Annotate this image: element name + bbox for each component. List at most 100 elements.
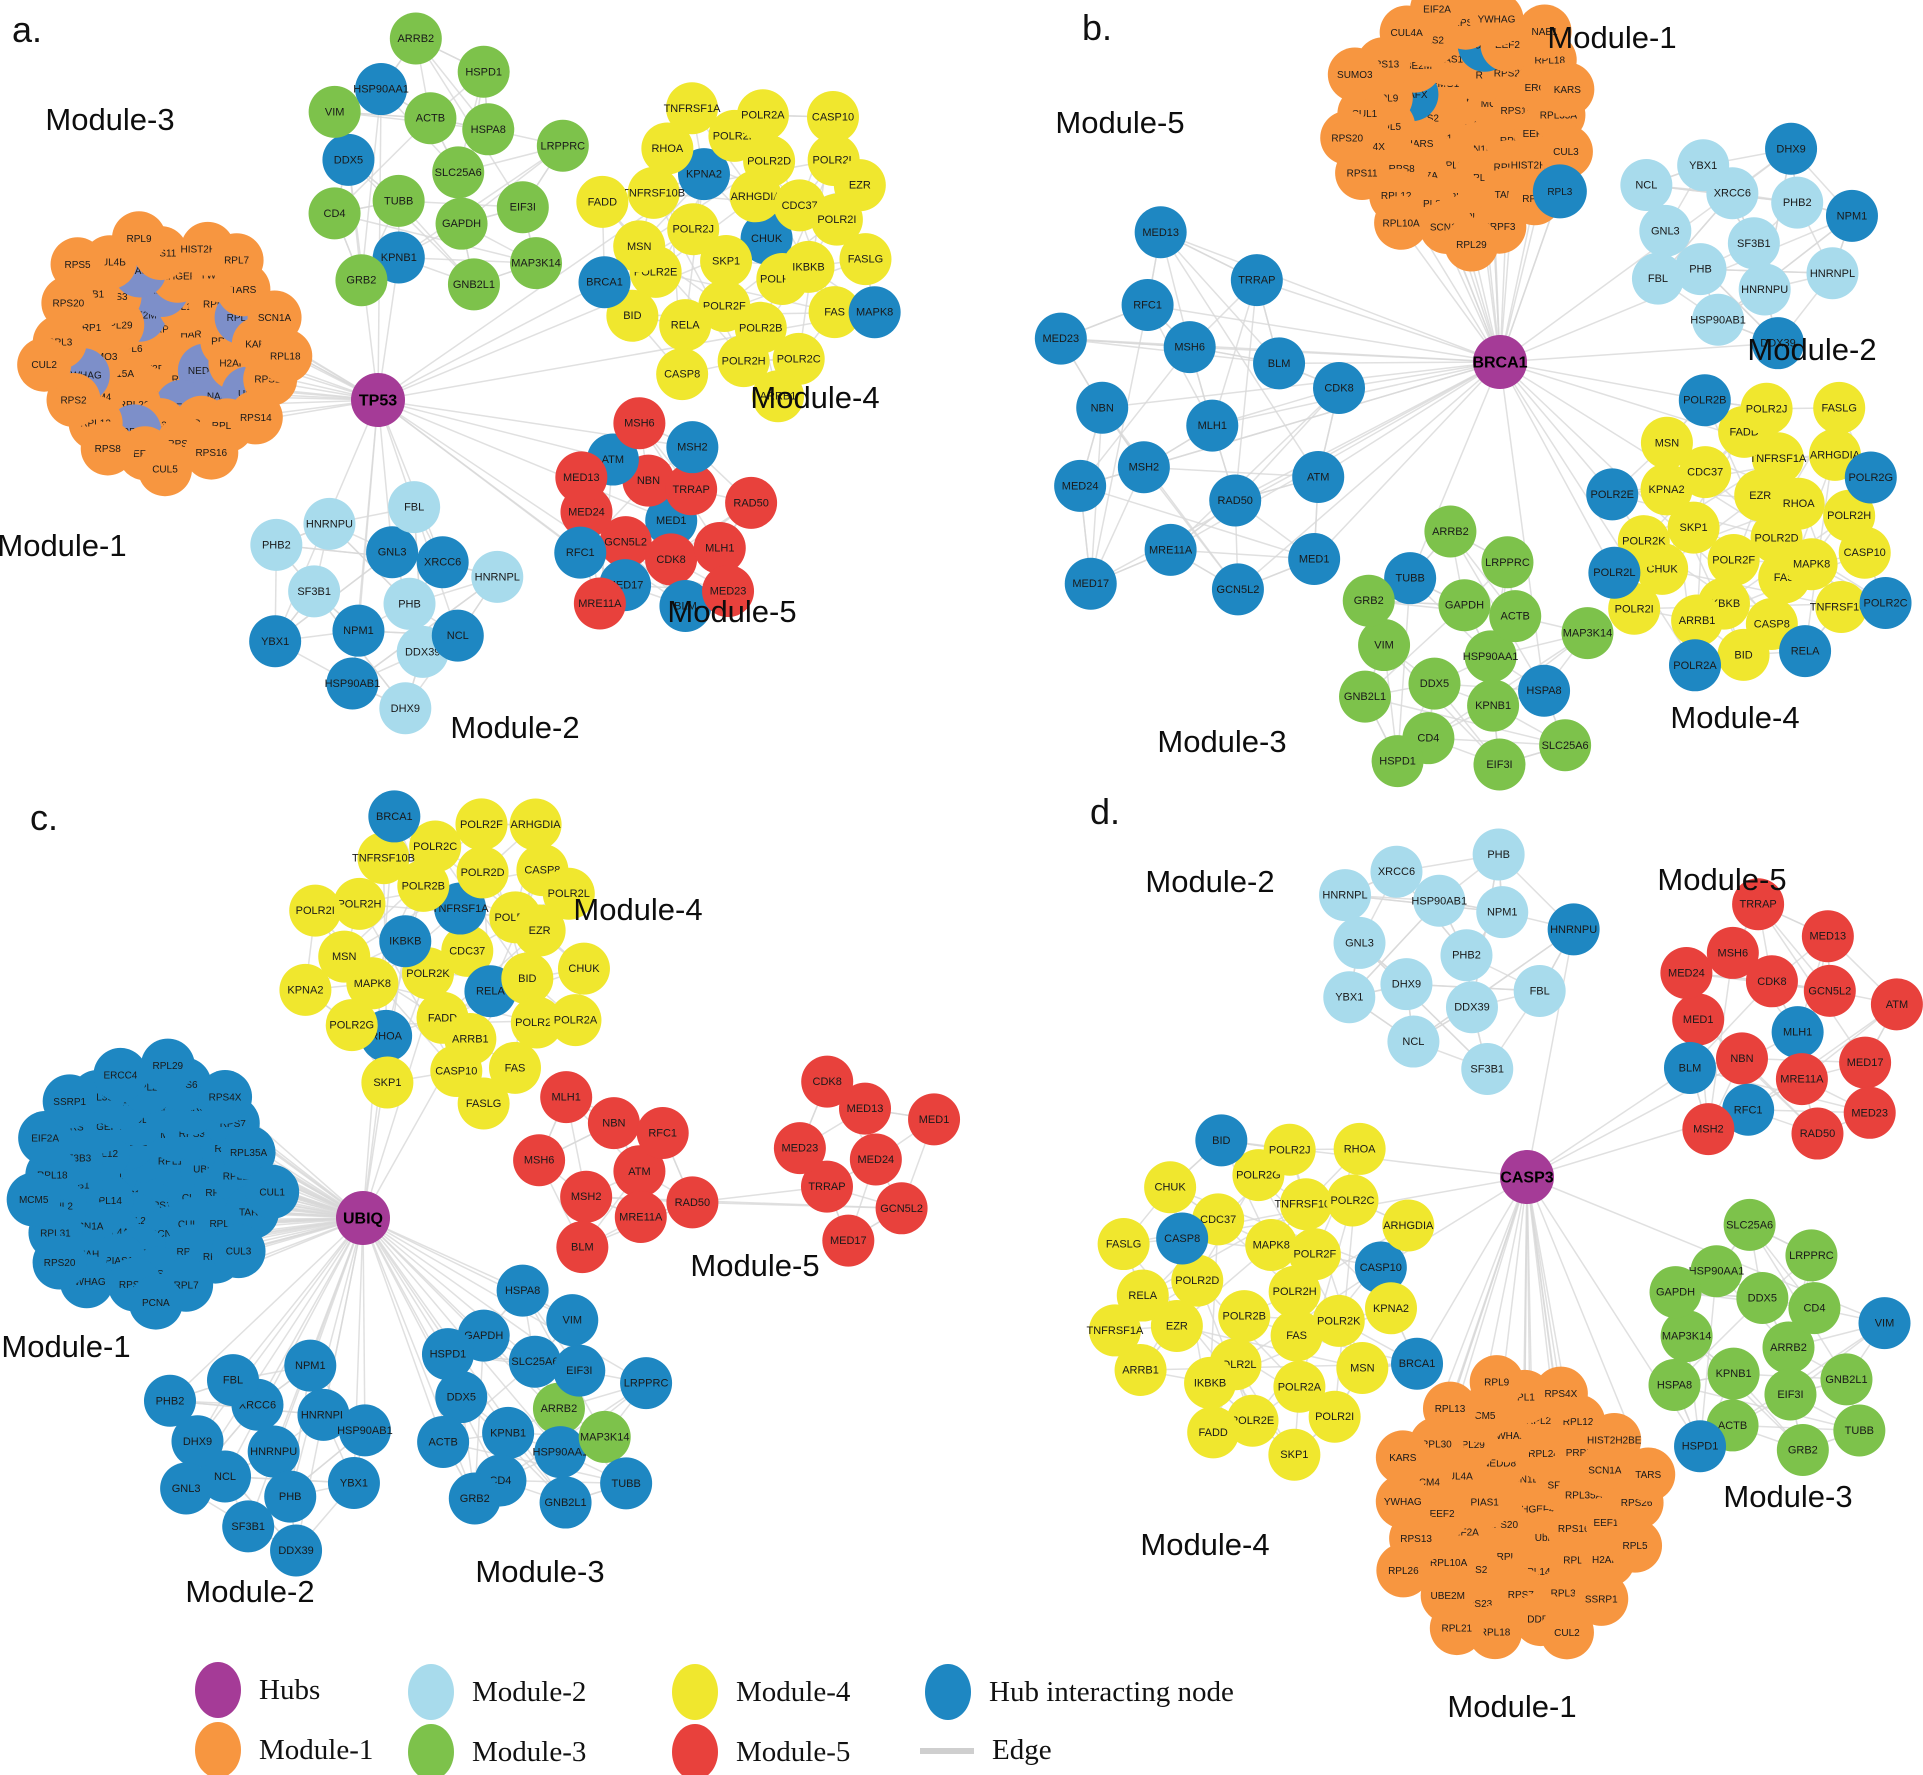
svg-text:GRB2: GRB2 [1354, 595, 1384, 607]
svg-text:CASP8: CASP8 [664, 369, 700, 381]
svg-text:RAD50: RAD50 [733, 497, 768, 509]
svg-text:CDC37: CDC37 [449, 945, 485, 957]
legend-label: Hub interacting node [989, 1675, 1234, 1708]
module-label: Module-2 [1747, 332, 1876, 367]
node-sumo3: SUMO3 [1327, 47, 1382, 102]
svg-text:TNFRSF10B: TNFRSF10B [622, 187, 685, 199]
svg-text:ARHGDIA: ARHGDIA [1383, 1220, 1434, 1232]
svg-text:RPS8: RPS8 [95, 444, 122, 455]
svg-text:MED1: MED1 [1299, 554, 1330, 566]
node-gnb2l1: GNB2L1 [1339, 670, 1392, 723]
svg-text:KPNA2: KPNA2 [1373, 1303, 1409, 1315]
module-3-swatch-icon [408, 1724, 454, 1775]
svg-text:MSH6: MSH6 [1718, 947, 1749, 959]
svg-text:BRCA1: BRCA1 [1472, 355, 1527, 372]
node-tubb: TUBB [1833, 1404, 1886, 1457]
svg-text:RPS26: RPS26 [1621, 1498, 1653, 1509]
node-hnrnpl: HNRNPL [1319, 869, 1372, 922]
svg-text:TARS: TARS [1495, 190, 1521, 201]
node-fadd: FADD [1187, 1406, 1240, 1459]
svg-text:MCM4: MCM4 [1410, 1477, 1440, 1488]
svg-text:KARS: KARS [1389, 1453, 1417, 1464]
node-eif2a: EIF2A [1410, 0, 1465, 36]
node-msn: MSN [613, 220, 666, 273]
svg-text:POLR2E: POLR2E [1231, 1415, 1274, 1427]
node-chuk: CHUK [557, 942, 610, 995]
svg-text:SCN1A: SCN1A [1430, 222, 1464, 233]
svg-text:GNL3: GNL3 [1651, 225, 1680, 237]
svg-text:ERCC4: ERCC4 [103, 1070, 137, 1081]
node-hsp90ab1: HSP90AB1 [1411, 874, 1467, 927]
svg-text:MLH1: MLH1 [552, 1092, 581, 1104]
node-msh2: MSH2 [666, 421, 719, 474]
node-dhx9: DHX9 [171, 1415, 224, 1468]
svg-text:VIM: VIM [562, 1315, 582, 1327]
svg-text:MSH6: MSH6 [1174, 342, 1205, 354]
svg-text:MED23: MED23 [1042, 333, 1079, 345]
node-hsp90ab1: HSP90AB1 [325, 657, 380, 710]
svg-text:VIM: VIM [1374, 640, 1394, 652]
svg-text:RPL13: RPL13 [212, 421, 243, 432]
node-mlh1: MLH1 [1771, 1006, 1824, 1059]
svg-text:EIF2A: EIF2A [1451, 1528, 1479, 1539]
svg-text:POLR2A: POLR2A [554, 1015, 598, 1027]
module-label: Module-5 [1055, 105, 1184, 140]
svg-text:DDB1: DDB1 [1527, 1615, 1554, 1626]
svg-text:POLR2C: POLR2C [777, 353, 821, 365]
node-fbl: FBL [1631, 252, 1684, 305]
node-polr2a: POLR2A [736, 89, 789, 142]
panel-letter: d. [1090, 791, 1120, 832]
svg-text:KPNA2: KPNA2 [287, 984, 323, 996]
svg-text:MAP3K14: MAP3K14 [1662, 1331, 1712, 1343]
svg-text:LRPPRC: LRPPRC [541, 140, 586, 152]
svg-text:NPM1: NPM1 [295, 1360, 326, 1372]
node-rhoa: RHOA [1772, 477, 1825, 530]
node-polr2e: POLR2E [1586, 468, 1639, 521]
node-med13: MED13 [555, 451, 608, 504]
node-map3k14: MAP3K14 [1561, 607, 1614, 660]
module-label: Module-1 [1, 1329, 130, 1364]
node-med24: MED24 [1660, 947, 1713, 1000]
node-xrcc6: XRCC6 [416, 536, 469, 589]
svg-text:POLR2J: POLR2J [1746, 403, 1788, 415]
module-2-swatch-icon [408, 1664, 454, 1720]
svg-text:KPNA2: KPNA2 [1648, 484, 1684, 496]
node-map3k14: MAP3K14 [1660, 1310, 1713, 1363]
node-polr2j: POLR2J [1740, 382, 1793, 435]
node-tnfrsf1a: TNFRSF1A [1087, 1304, 1145, 1357]
node-mre11a: MRE11A [1144, 523, 1197, 576]
svg-text:RPL24: RPL24 [1528, 1449, 1559, 1460]
svg-text:RPL35A: RPL35A [1540, 110, 1578, 121]
svg-text:CUL2: CUL2 [31, 360, 57, 371]
node-msh2: MSH2 [1117, 441, 1170, 494]
svg-text:POLR2F: POLR2F [1712, 554, 1755, 566]
svg-text:ACTB: ACTB [1501, 611, 1530, 623]
svg-text:EIF3I: EIF3I [1486, 759, 1512, 771]
node-rpl35a: RPL35A [221, 1125, 276, 1180]
svg-text:CHUK: CHUK [751, 233, 783, 245]
node-rps5: RPS5 [50, 237, 105, 292]
svg-text:GAPDH: GAPDH [1656, 1287, 1695, 1299]
svg-text:MED24: MED24 [1062, 480, 1099, 492]
svg-text:TNFRSF1A: TNFRSF1A [1087, 1325, 1145, 1337]
svg-text:DDX5: DDX5 [447, 1392, 476, 1404]
svg-text:DDX5: DDX5 [334, 154, 363, 166]
node-hspd1: HSPD1 [1371, 735, 1424, 788]
svg-text:RPS13: RPS13 [145, 1200, 177, 1211]
node-rela: RELA [1116, 1269, 1169, 1322]
node-polr2e: POLR2E [510, 996, 563, 1049]
svg-text:NCL: NCL [1402, 1036, 1424, 1048]
node-gcn5l2: GCN5L2 [875, 1182, 928, 1235]
svg-text:RPS14: RPS14 [240, 413, 272, 424]
svg-text:LRPPRC: LRPPRC [624, 1378, 669, 1390]
svg-text:MED23: MED23 [710, 586, 747, 598]
node-med17: MED17 [1839, 1036, 1892, 1089]
svg-text:MED24: MED24 [1668, 968, 1705, 980]
legend-label: Hubs [259, 1673, 321, 1706]
svg-text:SF3B1: SF3B1 [231, 1521, 265, 1533]
node-skp1: SKP1 [361, 1056, 414, 1109]
node-ybx1: YBX1 [1323, 971, 1376, 1024]
node-trrap: TRRAP [665, 463, 718, 516]
node-cdk8: CDK8 [1313, 362, 1366, 415]
svg-text:YWHAG: YWHAG [1478, 15, 1516, 26]
